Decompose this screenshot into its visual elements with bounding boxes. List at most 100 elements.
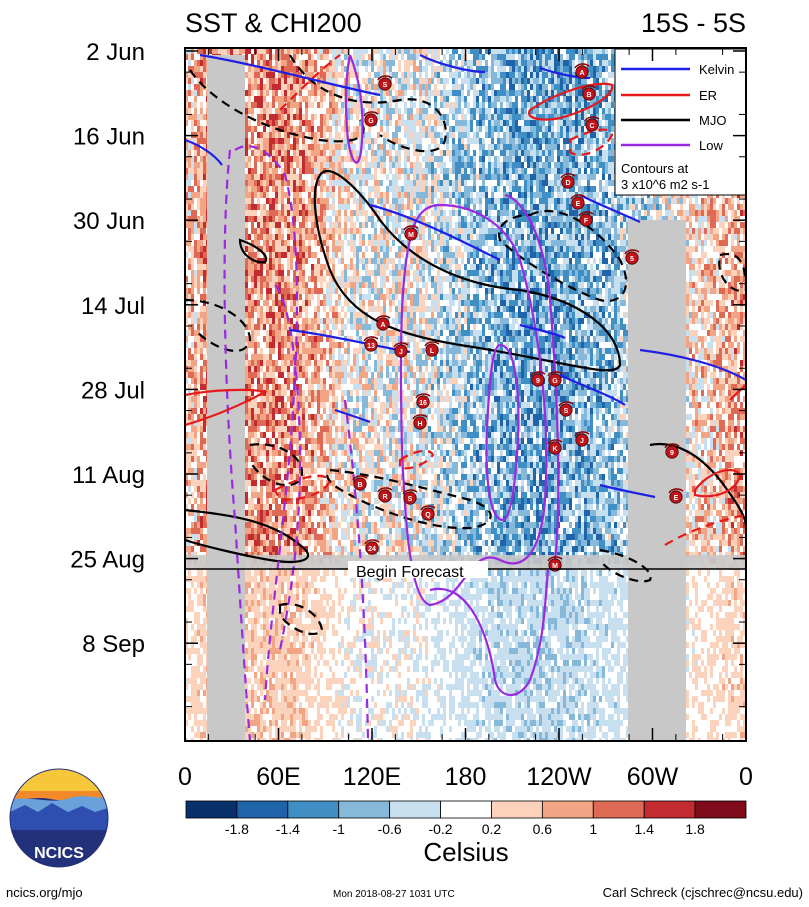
storm-label: 16	[419, 400, 427, 407]
legend-note-1: Contours at	[621, 161, 689, 176]
colorbar-swatch	[643, 800, 696, 819]
storm-label: 9	[670, 450, 674, 457]
storm-marker: G	[363, 111, 379, 127]
storm-marker: B	[352, 475, 368, 491]
y-tick-label: 16 Jun	[73, 124, 145, 151]
er-contour-dashed	[273, 474, 332, 502]
storm-marker: Q	[420, 505, 436, 521]
storm-label: S	[383, 82, 388, 89]
kelvin-contour	[639, 348, 746, 381]
kelvin-contour	[559, 374, 626, 406]
low-contour	[485, 343, 520, 522]
colorbar-tick-label: 0.6	[533, 821, 553, 837]
y-tick-label: 11 Aug	[72, 462, 145, 489]
storm-label: Q	[425, 512, 431, 519]
storm-marker: J	[574, 431, 590, 447]
storm-label: S	[408, 496, 413, 503]
low-contour	[344, 54, 364, 164]
mjo-contour-dashed	[599, 548, 652, 583]
er-contour-dashed	[279, 54, 341, 111]
storm-label: 13	[367, 343, 375, 350]
low-contour	[504, 193, 560, 561]
colorbar-label: Celsius	[423, 837, 508, 867]
storm-label: K	[552, 446, 557, 453]
er-contour-dashed	[398, 449, 435, 470]
storm-marker: K	[547, 439, 563, 455]
colorbar-tick-label: 0.2	[482, 821, 502, 837]
storm-marker: F	[578, 211, 594, 227]
x-axis: 0 60E 120E 180 120W 60W 0	[178, 48, 753, 791]
colorbar-swatch	[338, 800, 391, 819]
legend-er: ER	[699, 88, 717, 103]
x-tick-label: 0	[739, 763, 753, 791]
colorbar-swatch	[287, 800, 340, 819]
storm-label: H	[417, 421, 422, 428]
mjo-contour-dashed	[289, 54, 447, 153]
storm-marker: 24	[364, 539, 380, 555]
storm-label: 9	[536, 378, 540, 385]
colorbar-swatch	[440, 800, 492, 819]
legend-note-2: 3 x10^6 m2 s-1	[621, 177, 709, 192]
storm-marker: D	[560, 173, 576, 189]
colorbar-tick-label: 1	[589, 821, 597, 837]
x-tick-label: 180	[445, 763, 487, 791]
storm-label: 24	[368, 546, 376, 553]
storm-marker: J	[393, 342, 409, 358]
low-contour	[429, 569, 550, 697]
x-tick-label: 120E	[343, 763, 401, 791]
storm-marker: S	[402, 489, 418, 505]
storm-marker: A	[574, 63, 590, 79]
footer-credit: Carl Schreck (cjschrec@ncsu.edu)	[603, 885, 803, 900]
storm-marker: 9	[530, 371, 546, 387]
colorbar-swatch	[592, 800, 645, 819]
mjo-contour-dashed	[278, 602, 324, 636]
kelvin-contour	[539, 66, 591, 80]
y-axis: 2 Jun 16 Jun 30 Jun 14 Jul 28 Jul 11 Aug 25 Au…	[70, 39, 746, 708]
colorbar-swatch	[694, 800, 747, 819]
kelvin-contour	[519, 323, 566, 339]
mjo-contour-dashed	[326, 468, 492, 530]
chart-title: SST & CHI200	[185, 8, 362, 38]
storm-label: L	[430, 348, 435, 355]
storm-marker: E	[570, 194, 586, 210]
storm-marker: 16	[415, 393, 431, 409]
kelvin-contour	[579, 194, 641, 223]
mjo-contour	[313, 169, 622, 372]
storm-marker: R	[377, 487, 393, 503]
y-tick-label: 2 Jun	[86, 39, 145, 66]
colorbar-tick-label: 1.8	[685, 821, 705, 837]
storm-label: M	[408, 232, 414, 239]
kelvin-contour	[334, 408, 371, 424]
storm-marker: G	[547, 371, 563, 387]
storm-label: C	[589, 123, 594, 130]
storm-markers: A B C G S D E F M 5 A 13 J 9 G 16 H S J K B R S Q L 24 M E 9	[352, 63, 684, 572]
storm-marker: B	[581, 85, 597, 101]
chart-subtitle: 15S - 5S	[641, 8, 746, 38]
storm-label: J	[399, 349, 403, 356]
storm-marker: S	[377, 75, 393, 91]
er-contour-dashed	[568, 128, 614, 156]
storm-marker: 9	[664, 443, 680, 459]
er-contour	[185, 388, 268, 427]
er-contour-dashed	[664, 513, 746, 546]
storm-label: D	[565, 180, 570, 187]
legend-mjo: MJO	[699, 113, 726, 128]
x-tick-label: 120W	[526, 763, 592, 791]
colorbar: -1.8 -1.4 -1 -0.6 -0.2 0.2 0.6 1 1.4 1.8	[185, 800, 747, 837]
storm-marker: H	[412, 414, 428, 430]
forecast-label: Begin Forecast	[356, 564, 464, 581]
storm-marker: M	[547, 556, 563, 572]
colorbar-tick-label: -1.8	[225, 821, 249, 837]
storm-marker: E	[668, 488, 684, 504]
kelvin-contour	[419, 54, 486, 74]
storm-label: 5	[630, 256, 634, 263]
mjo-contour	[185, 508, 309, 563]
x-tick-label: 60E	[256, 763, 300, 791]
storm-label: M	[552, 563, 558, 570]
low-contour-dashed	[274, 284, 302, 651]
storm-label: F	[584, 218, 589, 225]
mjo-contour-dashed	[497, 209, 628, 303]
kelvin-contour	[599, 483, 656, 499]
y-tick-label: 25 Aug	[70, 547, 145, 574]
